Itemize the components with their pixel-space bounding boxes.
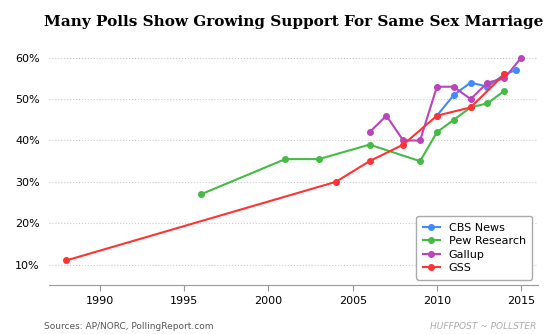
Pew Research (467, 106, 474, 110)
Gallup (484, 80, 491, 85)
Line: Gallup: Gallup (367, 55, 524, 143)
GSS (467, 106, 474, 110)
Pew Research (417, 159, 424, 163)
GSS (63, 259, 70, 263)
Gallup (366, 130, 373, 134)
Gallup (501, 76, 508, 80)
Legend: CBS News, Pew Research, Gallup, GSS: CBS News, Pew Research, Gallup, GSS (416, 216, 533, 280)
CBS News (501, 72, 508, 76)
Gallup (451, 85, 457, 89)
Pew Research (484, 101, 491, 105)
Gallup (467, 97, 474, 101)
Text: HUFFPOST ~ POLLSTER: HUFFPOST ~ POLLSTER (430, 322, 536, 331)
CBS News (484, 85, 491, 89)
GSS (501, 72, 508, 76)
CBS News (434, 114, 440, 118)
CBS News (513, 68, 519, 72)
CBS News (467, 80, 474, 85)
Pew Research (366, 143, 373, 147)
Gallup (417, 139, 424, 143)
GSS (366, 159, 373, 163)
Pew Research (316, 157, 322, 161)
Line: CBS News: CBS News (434, 67, 519, 119)
CBS News (451, 93, 457, 97)
GSS (400, 143, 406, 147)
Gallup (518, 56, 524, 60)
Gallup (383, 114, 390, 118)
Gallup (434, 85, 440, 89)
Pew Research (434, 130, 440, 134)
Line: GSS: GSS (64, 71, 507, 263)
GSS (434, 114, 440, 118)
GSS (332, 180, 339, 184)
Pew Research (282, 157, 289, 161)
Line: Pew Research: Pew Research (199, 88, 507, 197)
Text: Sources: AP/NORC, PollingReport.com: Sources: AP/NORC, PollingReport.com (44, 322, 214, 331)
Gallup (400, 139, 406, 143)
Pew Research (451, 118, 457, 122)
Pew Research (501, 89, 508, 93)
Title: Many Polls Show Growing Support For Same Sex Marriage: Many Polls Show Growing Support For Same… (44, 15, 544, 29)
Pew Research (198, 192, 205, 196)
